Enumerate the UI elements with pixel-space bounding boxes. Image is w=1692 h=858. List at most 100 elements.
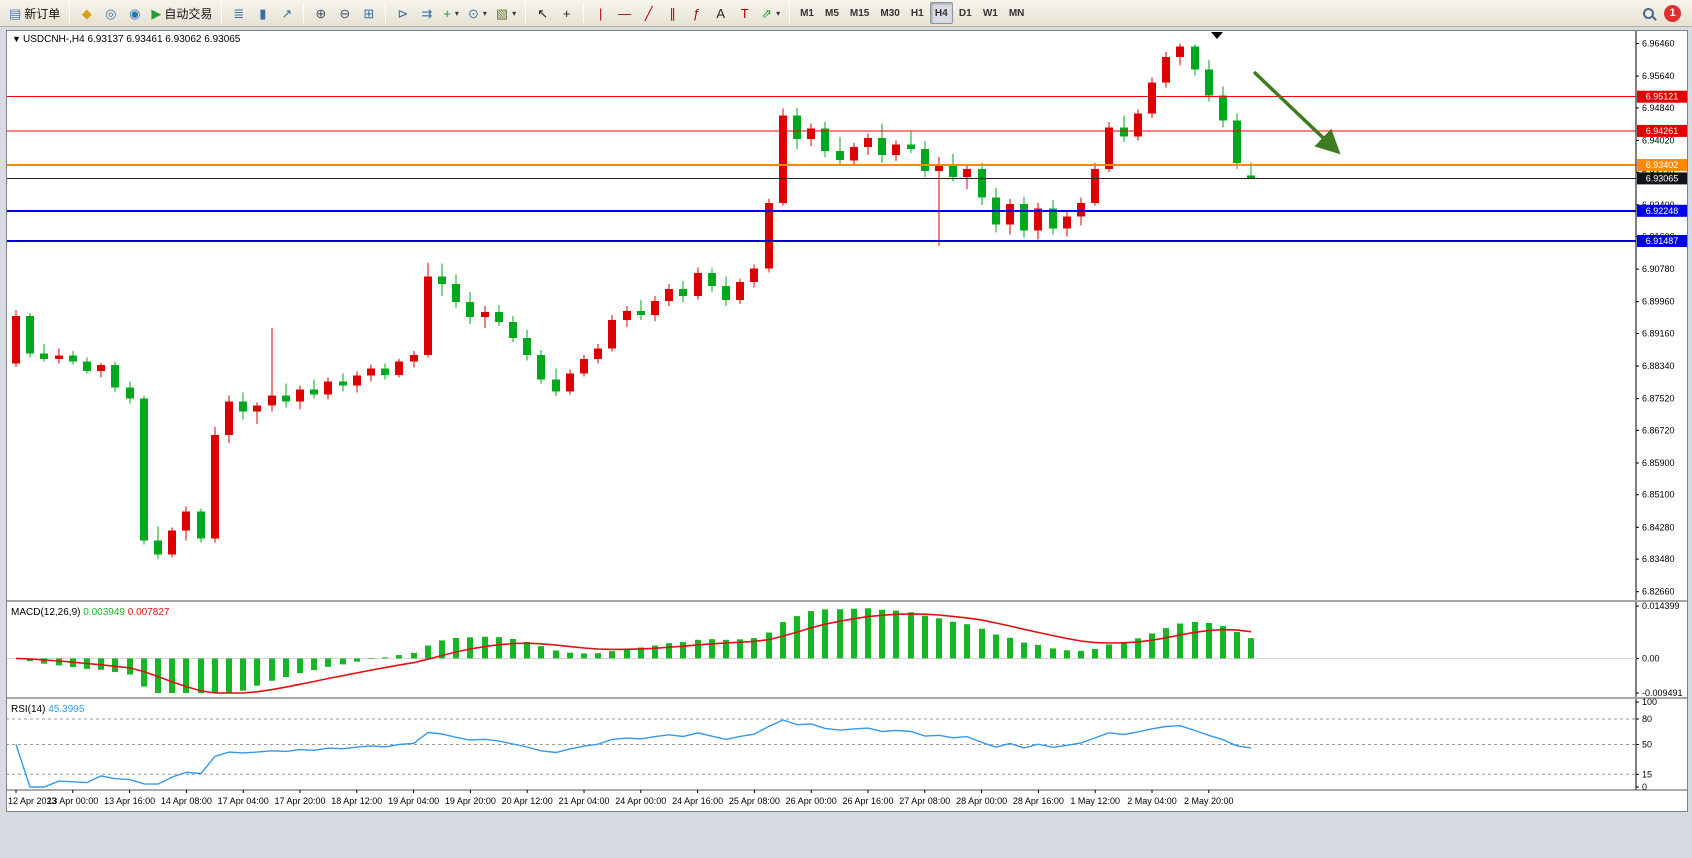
- macd-label: MACD(12,26,9) 0.003949 0.007827: [11, 607, 170, 618]
- zoom-out-button[interactable]: ⊖: [333, 2, 356, 24]
- caret-down-icon: ▾: [512, 8, 517, 18]
- svg-text:6.93220: 6.93220: [1642, 167, 1675, 177]
- price-scale[interactable]: 6.964606.956406.948406.940206.932206.924…: [1636, 39, 1675, 597]
- market-button[interactable]: ◉: [123, 2, 146, 24]
- horizontal-line-button[interactable]: —: [613, 2, 636, 24]
- svg-text:6.87520: 6.87520: [1642, 394, 1675, 404]
- line-chart-button[interactable]: ↗: [275, 2, 298, 24]
- chart-shift-button[interactable]: ⇉: [415, 2, 438, 24]
- status-area: [0, 812, 1692, 858]
- window-menu-icon[interactable]: ▼: [12, 34, 21, 44]
- new-order-icon: ▤: [9, 5, 22, 21]
- svg-text:17 Apr 04:00: 17 Apr 04:00: [218, 796, 269, 806]
- horizontal-line-icon: —: [618, 5, 632, 21]
- svg-text:6.84280: 6.84280: [1642, 522, 1675, 532]
- rsi-label: RSI(14) 45.3995: [11, 704, 85, 715]
- toolbar-separator: [221, 3, 223, 23]
- toolbar-separator: [583, 3, 585, 23]
- chart-window[interactable]: ▼ USDCNH-,H4 6.93137 6.93461 6.93062 6.93…: [6, 30, 1688, 812]
- market-icon: ◉: [129, 5, 141, 21]
- macd-histogram: [27, 608, 1254, 693]
- ohlc-bars-button[interactable]: ≣: [227, 2, 250, 24]
- pane-splitter[interactable]: [6, 697, 1688, 699]
- indicators-button[interactable]: + ▾: [439, 2, 463, 24]
- svg-text:17 Apr 20:00: 17 Apr 20:00: [274, 796, 325, 806]
- profiles-icon: ◎: [105, 5, 117, 21]
- price-tag-6.92248: 6.92248: [1637, 204, 1687, 217]
- timeframe-h1-button[interactable]: H1: [910, 7, 924, 19]
- templates-icon: ▧: [495, 5, 509, 21]
- svg-text:20 Apr 12:00: 20 Apr 12:00: [502, 796, 553, 806]
- svg-text:6.86720: 6.86720: [1642, 425, 1675, 435]
- trendline-icon: ╱: [644, 5, 653, 21]
- caret-down-icon: ▾: [454, 8, 459, 18]
- fibonacci-button[interactable]: ƒ: [685, 2, 708, 24]
- channel-icon: ∥: [669, 5, 676, 21]
- timeframe-m30-button[interactable]: M30: [880, 7, 900, 19]
- svg-text:18 Apr 12:00: 18 Apr 12:00: [331, 796, 382, 806]
- price-tag-6.94261: 6.94261: [1637, 124, 1687, 137]
- label-button[interactable]: T: [733, 2, 756, 24]
- svg-text:6.94261: 6.94261: [1646, 126, 1679, 136]
- svg-text:6.96460: 6.96460: [1642, 39, 1675, 49]
- toolbar-separator: [303, 3, 305, 23]
- candlestick-button[interactable]: ▮: [251, 2, 274, 24]
- svg-text:14 Apr 08:00: 14 Apr 08:00: [161, 796, 212, 806]
- templates-button[interactable]: ▧ ▾: [492, 2, 520, 24]
- chart-canvas[interactable]: ▼ USDCNH-,H4 6.93137 6.93461 6.93062 6.93…: [6, 30, 1688, 812]
- price-tag-6.95121: 6.95121: [1637, 90, 1687, 103]
- price-tag-6.91487: 6.91487: [1637, 235, 1687, 247]
- svg-text:24 Apr 16:00: 24 Apr 16:00: [672, 796, 723, 806]
- svg-text:-0.009491: -0.009491: [1642, 688, 1683, 698]
- cursor-icon: ↖: [537, 5, 549, 21]
- svg-text:6.85900: 6.85900: [1642, 458, 1675, 468]
- tile-windows-button[interactable]: ⊞: [357, 2, 380, 24]
- text-button[interactable]: A: [709, 2, 732, 24]
- timeframe-d1-button[interactable]: D1: [958, 7, 972, 19]
- auto-scroll-icon: ⊳: [397, 5, 409, 21]
- svg-text:19 Apr 04:00: 19 Apr 04:00: [388, 796, 439, 806]
- macd-signal-line: [15, 613, 1252, 694]
- timeframe-m5-button[interactable]: M5: [825, 7, 839, 19]
- search-icon[interactable]: [1643, 7, 1654, 19]
- new-chart-button[interactable]: ◆: [75, 2, 98, 24]
- new-order-button[interactable]: ▤ 新订单: [5, 2, 64, 24]
- svg-text:80: 80: [1642, 714, 1652, 724]
- svg-text:26 Apr 00:00: 26 Apr 00:00: [786, 796, 837, 806]
- svg-text:0.014399: 0.014399: [1642, 601, 1680, 611]
- autotrading-button[interactable]: ▶ 自动交易: [147, 2, 216, 24]
- rsi-line: [15, 719, 1252, 788]
- trend-arrow[interactable]: [1252, 70, 1341, 155]
- svg-text:6.91487: 6.91487: [1646, 236, 1679, 246]
- crosshair-button[interactable]: +: [555, 2, 578, 24]
- profiles-button[interactable]: ◎: [99, 2, 122, 24]
- candlestick-icon: ▮: [259, 5, 267, 21]
- zoom-in-button[interactable]: ⊕: [309, 2, 332, 24]
- periods-button[interactable]: ⊙ ▾: [464, 2, 491, 24]
- timeframe-m1-button[interactable]: M1: [800, 7, 814, 19]
- arrows-button[interactable]: ⇗ ▾: [757, 2, 784, 24]
- text-icon: A: [716, 5, 725, 21]
- svg-text:0.00: 0.00: [1642, 653, 1660, 663]
- svg-text:6.82660: 6.82660: [1642, 587, 1675, 597]
- cursor-button[interactable]: ↖: [531, 2, 554, 24]
- svg-text:6.83480: 6.83480: [1642, 554, 1675, 564]
- trendline-button[interactable]: ╱: [637, 2, 660, 24]
- vertical-line-button[interactable]: |: [589, 2, 612, 24]
- auto-scroll-button[interactable]: ⊳: [391, 2, 414, 24]
- autotrading-button-label: 自动交易: [164, 6, 213, 21]
- notification-badge[interactable]: 1: [1664, 4, 1681, 22]
- toolbar-separator: [385, 3, 387, 23]
- timeframe-mn-button[interactable]: MN: [1008, 7, 1025, 19]
- zoom-out-icon: ⊖: [339, 5, 351, 21]
- svg-text:6.93065: 6.93065: [1646, 173, 1679, 183]
- timeframe-w1-button[interactable]: W1: [982, 7, 998, 19]
- timeframe-h4-button[interactable]: H4: [929, 2, 953, 24]
- timeframe-m15-button[interactable]: M15: [849, 7, 870, 19]
- svg-text:2 May 04:00: 2 May 04:00: [1127, 796, 1177, 806]
- pane-splitter[interactable]: [6, 600, 1688, 602]
- channel-button[interactable]: ∥: [661, 2, 684, 24]
- svg-text:6.85100: 6.85100: [1642, 490, 1675, 500]
